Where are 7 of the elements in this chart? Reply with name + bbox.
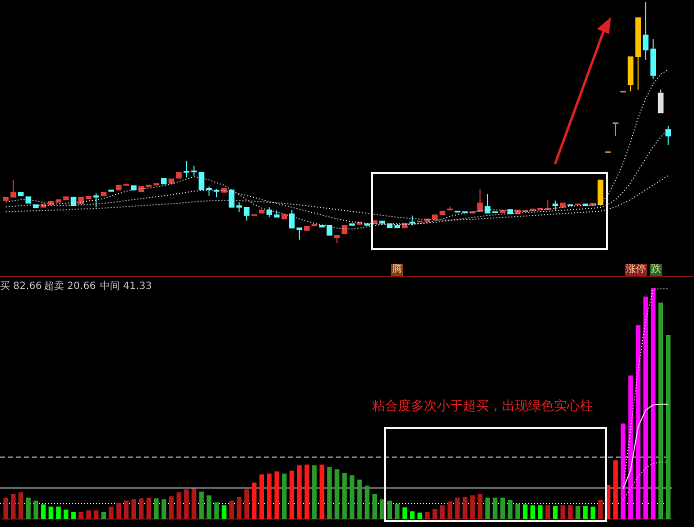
annotation: 中间 41.33 xyxy=(100,280,152,293)
text: 腾 xyxy=(391,264,403,276)
annotation: 买 82.66 xyxy=(0,280,42,293)
annotation: 超卖 20.66 xyxy=(44,280,96,293)
text: 涨停 xyxy=(625,264,647,276)
annotation: 粘合度多次小于超买，出现绿色实心柱 xyxy=(372,398,593,415)
text: 跌 xyxy=(650,264,662,276)
